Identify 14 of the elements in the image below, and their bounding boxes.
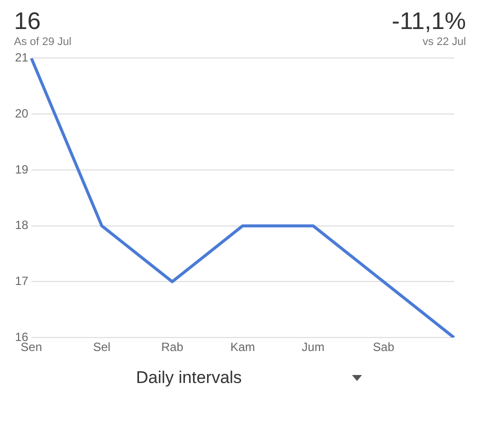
x-tick-label: Kam bbox=[230, 340, 256, 354]
text: Daily intervals bbox=[136, 368, 242, 388]
text: vs 22 Jul bbox=[422, 36, 466, 48]
x-tick-label: Sab bbox=[372, 340, 395, 354]
y-tick-label: 20 bbox=[14, 106, 29, 120]
y-tick-label: 17 bbox=[14, 274, 29, 288]
text: -11,1% bbox=[392, 8, 466, 36]
x-tick-label: Rab bbox=[161, 340, 184, 354]
x-tick-label: Jum bbox=[302, 340, 324, 354]
y-tick-label: 21 bbox=[14, 50, 29, 65]
x-tick-label: Sel bbox=[93, 340, 110, 354]
chart-subtitle: As of 29 Jul bbox=[14, 36, 72, 48]
y-tick-label: 18 bbox=[14, 218, 29, 232]
y-tick-label: 19 bbox=[14, 162, 29, 176]
